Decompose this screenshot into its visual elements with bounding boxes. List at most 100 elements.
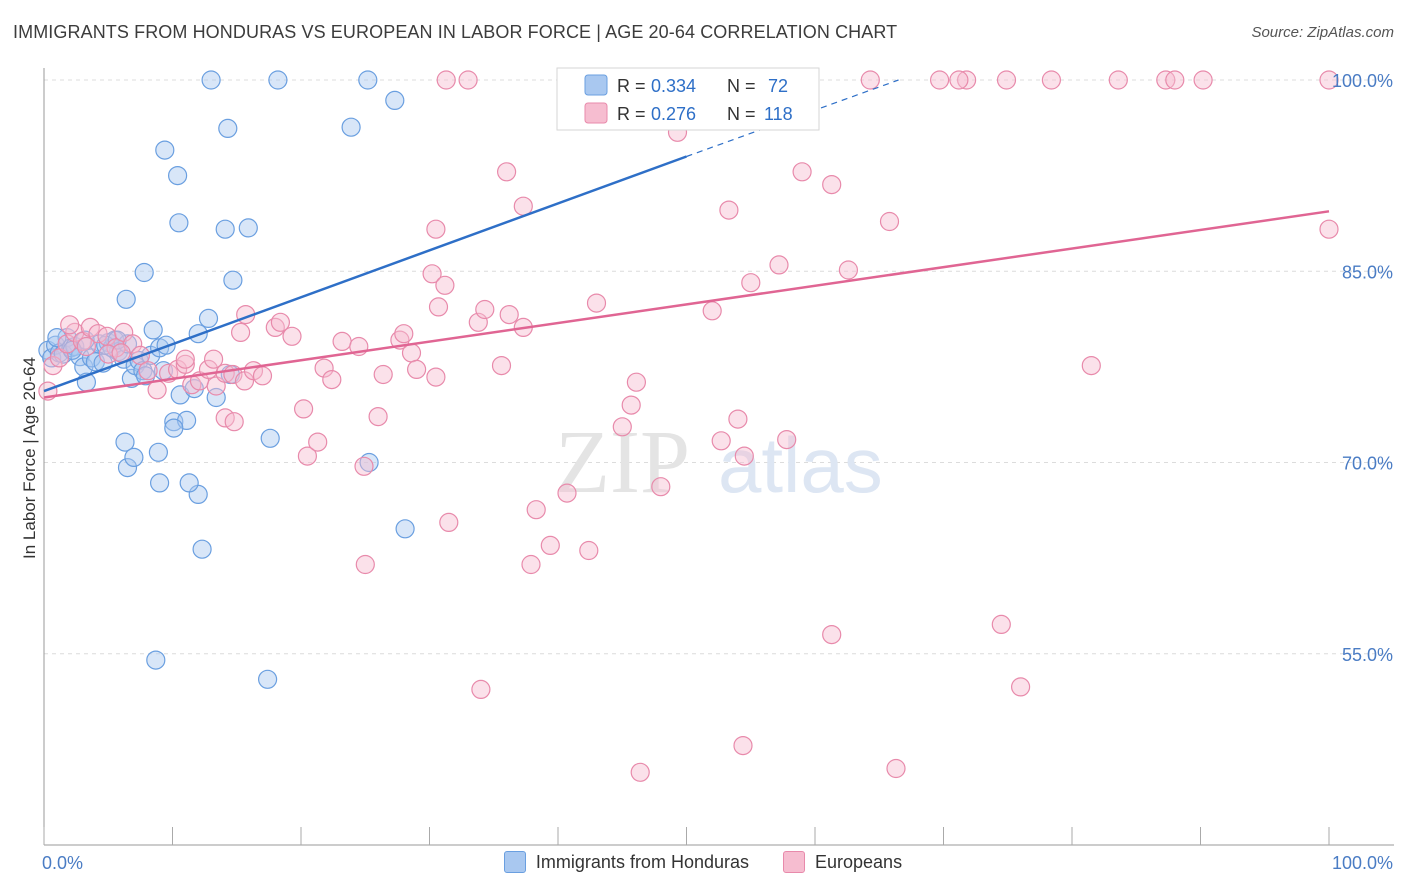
point-europeans-3 [57,334,77,354]
point-europeans-76 [777,430,797,450]
point-honduras-42 [155,140,175,160]
point-europeans-33 [265,317,285,337]
point-honduras-52 [358,70,378,90]
point-honduras-49 [238,218,258,238]
point-europeans-45 [373,364,393,385]
point-honduras-66 [47,328,67,348]
point-honduras-54 [115,432,135,452]
point-honduras-50 [268,70,288,90]
point-europeans-91 [1165,70,1185,90]
point-europeans-64 [579,540,599,561]
point-europeans-39 [314,358,334,378]
trend-line-honduras [43,155,687,393]
point-europeans-43 [354,456,374,476]
point-europeans-112 [733,735,753,756]
point-europeans-74 [741,273,761,293]
point-honduras-43 [168,166,188,186]
point-honduras-57 [148,442,168,462]
point-europeans-41 [332,331,352,351]
x-tick-label-1: 100.0% [1332,853,1393,873]
point-europeans-47 [394,324,414,344]
legend-swatch-europeans [584,102,608,124]
point-honduras-46 [218,118,238,138]
point-europeans-117 [76,336,97,357]
legend-r-label-honduras: R = [617,76,646,96]
point-honduras-62 [359,452,379,473]
point-europeans-115 [822,624,842,645]
point-europeans-93 [1319,219,1339,239]
point-europeans-56 [475,299,495,320]
point-europeans-49 [407,359,427,379]
point-europeans-81 [879,211,900,232]
point-honduras-24 [133,361,153,381]
point-honduras-25 [135,366,156,386]
point-europeans-88 [1081,356,1101,376]
legend-label-honduras: Immigrants from Honduras [535,851,749,872]
y-tick-label-2: 85.0% [1342,262,1393,282]
point-europeans-89 [1108,70,1128,90]
point-europeans-94 [1193,70,1213,90]
point-europeans-70 [702,301,722,321]
point-europeans-50 [426,367,446,387]
point-europeans-30 [224,412,244,432]
watermark: ZIP atlas [555,413,883,512]
point-europeans-63 [557,483,577,503]
legend-r-label-europeans: R = [617,104,646,124]
point-europeans-106 [719,200,739,220]
point-europeans-31 [231,322,251,342]
point-europeans-72 [728,409,748,429]
legend-n-value-honduras: 72 [768,76,788,96]
legend-item-europeans[interactable]: Europeans [783,851,902,873]
point-honduras-51 [341,117,361,137]
point-honduras-55 [117,458,138,478]
point-honduras-53 [385,90,405,111]
point-europeans-54 [439,512,459,533]
point-europeans-38 [308,432,328,452]
point-europeans-34 [270,312,290,332]
point-europeans-44 [368,407,388,427]
legend-r-value-honduras: 0.334 [651,76,696,96]
point-honduras-36 [198,308,219,328]
point-europeans-111 [471,679,491,700]
point-honduras-58 [150,473,170,493]
legend-item-honduras[interactable]: Immigrants from Honduras [503,851,749,873]
point-europeans-71 [711,431,731,451]
point-europeans-66 [612,417,632,437]
point-europeans-113 [886,758,906,779]
point-europeans-65 [586,293,607,313]
y-tick-label-0: 55.0% [1342,645,1393,665]
point-europeans-104 [497,162,517,182]
point-europeans-1 [43,356,63,376]
point-europeans-68 [626,372,647,392]
series-legend: Immigrants from Honduras Europeans [0,851,1406,873]
point-europeans-75 [769,255,789,275]
point-europeans-40 [322,370,342,390]
axes [43,68,1394,846]
point-honduras-47 [223,270,243,290]
point-europeans-67 [621,395,641,415]
point-honduras-64 [146,650,166,670]
point-europeans-62 [540,535,560,556]
point-europeans-35 [282,326,302,346]
legend-r-value-europeans: 0.276 [651,104,696,124]
point-europeans-108 [436,70,456,90]
series-honduras-points [38,70,415,689]
legend-n-label-honduras: N = [727,76,756,96]
legend-n-value-europeans: 118 [764,104,793,124]
trend-line-europeans [43,210,1330,399]
point-europeans-73 [734,446,754,466]
point-honduras-56 [124,447,144,467]
point-honduras-27 [143,320,163,340]
chart-title: IMMIGRANTS FROM HONDURAS VS EUROPEAN IN … [13,22,898,42]
point-europeans-85 [996,70,1017,90]
point-europeans-48 [401,343,422,363]
point-europeans-60 [521,554,541,575]
point-europeans-79 [838,260,859,280]
point-honduras-60 [192,539,212,559]
point-europeans-26 [252,366,273,386]
point-europeans-110 [355,554,375,575]
x-tick-label-0: 0.0% [42,853,83,873]
point-europeans-51 [422,264,442,284]
point-europeans-118 [60,315,80,335]
